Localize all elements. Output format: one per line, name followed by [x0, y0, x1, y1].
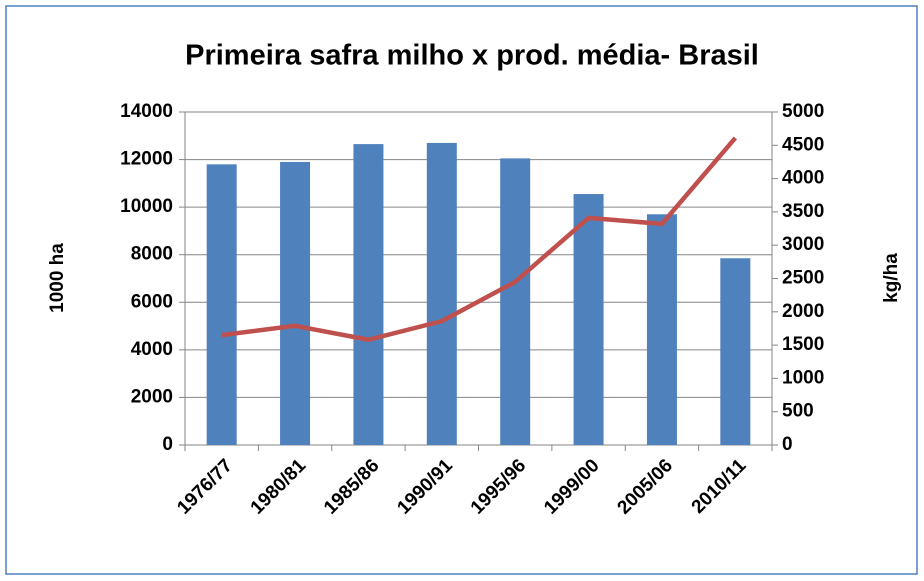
- y2-tick-label: 3500: [782, 201, 824, 222]
- y2-tick-label: 1000: [782, 367, 824, 388]
- y2-tick-label: 4000: [782, 168, 824, 189]
- bar: [206, 164, 237, 446]
- y-tick-label: 12000: [120, 149, 173, 170]
- y2-tick-label: 0: [782, 434, 793, 455]
- bar: [573, 194, 604, 445]
- y2-tick-label: 5000: [782, 101, 824, 122]
- y-tick-label: 0: [162, 434, 173, 455]
- bar: [500, 158, 531, 445]
- y-axis-label: 1000 ha: [47, 243, 68, 313]
- bar: [646, 214, 677, 445]
- y2-tick-label: 2500: [782, 268, 824, 289]
- y-tick-label: 2000: [131, 386, 173, 407]
- bar: [280, 161, 311, 445]
- line: [221, 136, 738, 343]
- y-tick-label: 4000: [131, 339, 173, 360]
- y-tick-label: 6000: [131, 291, 173, 312]
- bar: [353, 144, 384, 445]
- y2-tick-label: 3000: [782, 234, 824, 255]
- bar: [426, 142, 457, 445]
- y2-axis-label: kg/ha: [881, 253, 902, 303]
- chart-title: Primeira safra milho x prod. média- Bras…: [185, 40, 759, 72]
- y-tick-label: 10000: [120, 196, 173, 217]
- y2-tick-label: 4500: [782, 134, 824, 155]
- y2-tick-label: 2000: [782, 301, 824, 322]
- chart-frame: [5, 5, 918, 575]
- bar: [720, 258, 751, 445]
- y-tick-label: 8000: [131, 244, 173, 265]
- y-tick-label: 14000: [120, 101, 173, 122]
- y2-tick-label: 1500: [782, 334, 824, 355]
- y2-tick-label: 500: [782, 401, 814, 422]
